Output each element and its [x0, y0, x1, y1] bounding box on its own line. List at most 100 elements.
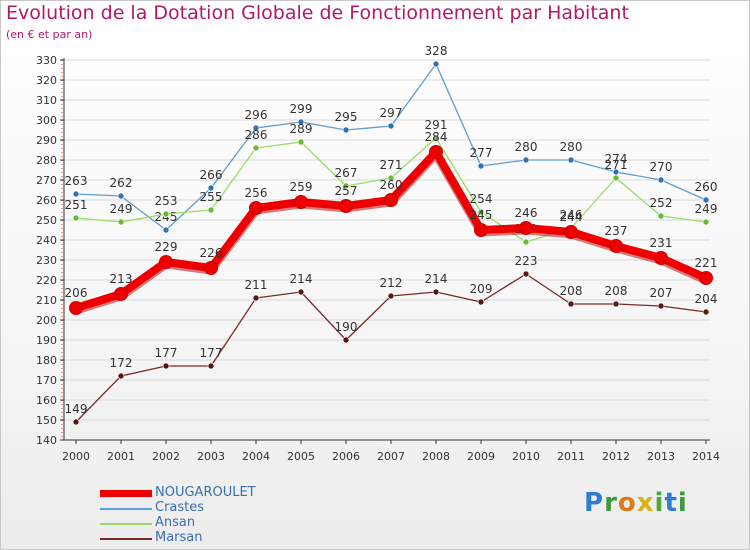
- y-tick-label: 150: [36, 414, 57, 427]
- y-tick-label: 280: [36, 154, 57, 167]
- data-point-marsan: [477, 298, 485, 306]
- legend-item-marsan: Marsan: [100, 530, 320, 546]
- data-point-marsan: [387, 292, 395, 300]
- data-label-marsan: 177: [155, 346, 178, 360]
- data-point-nougaroulet: [654, 251, 668, 265]
- data-label-marsan: 223: [515, 254, 538, 268]
- data-point-crastes: [162, 226, 170, 234]
- data-label-marsan: 177: [200, 346, 223, 360]
- y-tick-label: 140: [36, 434, 57, 447]
- x-tick-label: 2006: [332, 450, 360, 463]
- legend-item-nougaroulet: NOUGAROULET: [100, 485, 320, 501]
- y-tick-label: 320: [36, 74, 57, 87]
- data-point-ansan: [657, 212, 665, 220]
- data-point-marsan: [657, 302, 665, 310]
- y-tick-label: 290: [36, 134, 57, 147]
- y-tick-label: 160: [36, 394, 57, 407]
- data-point-crastes: [522, 156, 530, 164]
- y-tick-label: 180: [36, 354, 57, 367]
- y-tick-label: 240: [36, 234, 57, 247]
- data-label-nougaroulet: 237: [605, 224, 628, 238]
- data-point-ansan: [387, 174, 395, 182]
- logo-letter: P: [584, 488, 605, 518]
- data-label-marsan: 214: [290, 272, 313, 286]
- data-label-ansan: 271: [605, 158, 628, 172]
- legend-item-ansan: Ansan: [100, 515, 320, 531]
- data-point-nougaroulet: [294, 195, 308, 209]
- legend-swatch-crastes: [100, 508, 152, 510]
- y-tick-label: 220: [36, 274, 57, 287]
- y-tick-label: 210: [36, 294, 57, 307]
- logo-letter: i: [654, 488, 665, 518]
- legend-swatch-marsan: [100, 538, 152, 540]
- data-label-ansan: 289: [290, 122, 313, 136]
- data-label-nougaroulet: 231: [650, 236, 673, 250]
- x-tick-label: 2011: [557, 450, 585, 463]
- data-point-marsan: [72, 418, 80, 426]
- data-label-marsan: 209: [470, 282, 493, 296]
- data-label-ansan: 249: [110, 202, 133, 216]
- data-point-nougaroulet: [339, 199, 353, 213]
- data-point-nougaroulet: [384, 193, 398, 207]
- data-label-ansan: 271: [380, 158, 403, 172]
- data-label-crastes: 295: [335, 110, 358, 124]
- x-tick-label: 2005: [287, 450, 315, 463]
- data-point-ansan: [252, 144, 260, 152]
- proxiti-logo: Proxiti: [584, 488, 688, 518]
- data-point-nougaroulet: [564, 225, 578, 239]
- data-label-marsan: 208: [605, 284, 628, 298]
- data-point-crastes: [567, 156, 575, 164]
- data-point-nougaroulet: [699, 271, 713, 285]
- data-label-crastes: 270: [650, 160, 673, 174]
- data-label-ansan: 267: [335, 166, 358, 180]
- data-label-crastes: 299: [290, 102, 313, 116]
- data-point-ansan: [72, 214, 80, 222]
- data-point-nougaroulet: [159, 255, 173, 269]
- data-label-marsan: 211: [245, 278, 268, 292]
- data-label-nougaroulet: 246: [515, 206, 538, 220]
- data-label-nougaroulet: 260: [380, 178, 403, 192]
- data-point-crastes: [117, 192, 125, 200]
- data-label-nougaroulet: 259: [290, 180, 313, 194]
- data-label-marsan: 172: [110, 356, 133, 370]
- data-label-nougaroulet: 245: [470, 208, 493, 222]
- data-label-nougaroulet: 284: [425, 130, 448, 144]
- data-point-nougaroulet: [609, 239, 623, 253]
- data-point-crastes: [72, 190, 80, 198]
- legend-label-ansan: Ansan: [155, 515, 196, 530]
- x-tick-label: 2001: [107, 450, 135, 463]
- data-label-crastes: 262: [110, 176, 133, 190]
- data-point-marsan: [567, 300, 575, 308]
- logo-letter: t: [664, 488, 678, 518]
- y-tick-label: 310: [36, 94, 57, 107]
- y-tick-label: 170: [36, 374, 57, 387]
- data-point-marsan: [297, 288, 305, 296]
- data-point-marsan: [702, 308, 710, 316]
- data-label-ansan: 246: [560, 208, 583, 222]
- data-point-crastes: [342, 126, 350, 134]
- data-point-ansan: [297, 138, 305, 146]
- data-label-crastes: 277: [470, 146, 493, 160]
- data-label-marsan: 207: [650, 286, 673, 300]
- data-label-nougaroulet: 221: [695, 256, 718, 270]
- logo-letter: x: [636, 488, 655, 518]
- y-tick-label: 270: [36, 174, 57, 187]
- data-point-marsan: [342, 336, 350, 344]
- data-point-nougaroulet: [474, 223, 488, 237]
- chart-legend: NOUGAROULET Crastes Ansan Marsan: [100, 485, 320, 546]
- y-tick-label: 300: [36, 114, 57, 127]
- data-label-crastes: 328: [425, 44, 448, 58]
- logo-letter: o: [617, 488, 637, 518]
- logo-letter: r: [604, 488, 618, 518]
- x-tick-label: 2004: [242, 450, 270, 463]
- x-tick-label: 2008: [422, 450, 450, 463]
- data-point-nougaroulet: [429, 145, 443, 159]
- legend-swatch-nougaroulet: [100, 490, 152, 497]
- data-point-crastes: [657, 176, 665, 184]
- data-point-ansan: [522, 238, 530, 246]
- legend-label-crastes: Crastes: [155, 500, 205, 515]
- data-label-marsan: 149: [65, 402, 88, 416]
- x-tick-label: 2003: [197, 450, 225, 463]
- data-label-marsan: 212: [380, 276, 403, 290]
- data-label-ansan: 251: [65, 198, 88, 212]
